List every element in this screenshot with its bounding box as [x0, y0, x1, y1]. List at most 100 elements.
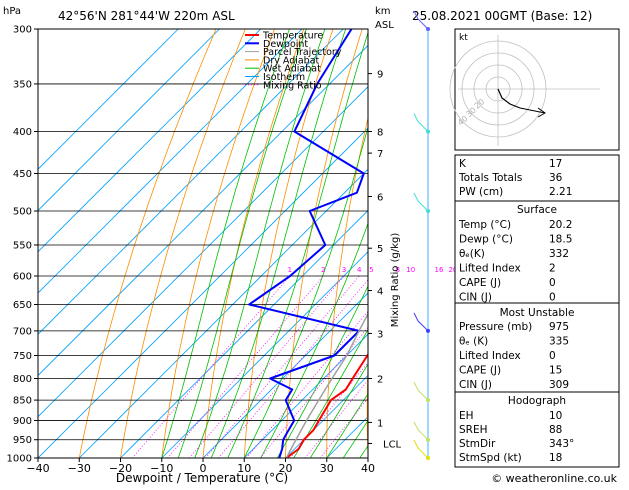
hodograph-stats-row-label: EH	[459, 410, 474, 422]
pressure-tick-label: 850	[13, 396, 32, 407]
temperature-tick-label: −40	[26, 462, 49, 475]
mixing-ratio-label: 1	[288, 266, 292, 274]
surface-row-value: 0	[549, 277, 556, 289]
mixing-ratio-axis-label: Mixing Ratio (g/kg)	[390, 233, 401, 328]
legend-label: Mixing Ratio	[263, 80, 322, 91]
index-row-value: 36	[549, 172, 563, 184]
surface-row-value: 18.5	[549, 234, 572, 246]
most-unstable-title: Most Unstable	[500, 307, 575, 319]
wet-adiabat-line	[228, 29, 370, 458]
pressure-tick-label: 800	[13, 374, 32, 385]
pressure-tick-label: 300	[13, 25, 32, 36]
isotherm-line	[0, 29, 261, 458]
most-unstable-row-value: 309	[549, 379, 569, 391]
wind-barb-icon	[414, 193, 428, 211]
hodograph-frame	[455, 29, 619, 150]
index-row-value: 2.21	[549, 186, 572, 198]
surface-row-value: 0	[549, 292, 556, 304]
wet-adiabat-line	[178, 29, 306, 458]
km-tick-label: 5	[377, 244, 383, 255]
mixing-ratio-label: 5	[369, 266, 373, 274]
most-unstable-row-value: 15	[549, 365, 562, 377]
mixing-ratio-label: 4	[357, 266, 362, 274]
hodograph-kt-label: kt	[459, 33, 468, 43]
surface-row-label: Temp (°C)	[458, 219, 511, 231]
x-axis-label: Dewpoint / Temperature (°C)	[116, 471, 288, 485]
isotherm-line	[0, 29, 302, 458]
mixing-ratio-label: 10	[406, 266, 415, 274]
datetime-label: 25.08.2021 00GMT (Base: 12)	[412, 9, 592, 23]
most-unstable-row-label: Lifted Index	[459, 350, 521, 362]
mixing-ratio-label: 16	[435, 266, 444, 274]
wind-barb-icon	[414, 422, 428, 440]
pressure-tick-label: 550	[13, 240, 32, 251]
index-row-label: K	[459, 158, 467, 170]
surface-row-label: θₑ(K)	[459, 248, 485, 260]
most-unstable-row-value: 0	[549, 350, 556, 362]
km-tick-label: 1	[377, 418, 383, 429]
dry-adiabat-line	[79, 29, 216, 458]
most-unstable-row-label: Pressure (mb)	[459, 321, 532, 333]
isotherm-line	[0, 29, 426, 458]
surface-row-label: Lifted Index	[459, 263, 521, 275]
index-row-label: Totals Totals	[458, 172, 522, 184]
pressure-tick-label: 650	[13, 300, 32, 311]
dry-adiabat-line	[619, 29, 629, 458]
pressure-tick-label: 350	[13, 79, 32, 90]
hodograph-stats-row-label: StmSpd (kt)	[459, 452, 522, 464]
hpa-label: hPa	[3, 6, 21, 17]
wind-barb-icon	[414, 114, 428, 132]
wet-adiabat-line	[277, 29, 463, 458]
index-row-label: PW (cm)	[459, 186, 503, 198]
km-tick-label: 2	[377, 374, 383, 385]
surface-row-label: CIN (J)	[459, 292, 492, 304]
hodograph-stats-row-label: SREH	[459, 424, 488, 436]
dry-adiabat-line	[162, 29, 275, 458]
isotherm-line	[38, 29, 467, 458]
temperature-tick-label: 40	[361, 462, 375, 475]
most-unstable-row-value: 975	[549, 321, 569, 333]
hodograph-stats-row-value: 10	[549, 410, 562, 422]
mixing-ratio-line	[218, 276, 371, 458]
wind-barb-icon	[414, 313, 428, 331]
temperature-tick-label: −30	[68, 462, 91, 475]
pressure-tick-label: 900	[13, 416, 32, 427]
km-tick-label: 9	[377, 70, 383, 81]
asl-label: ASL	[375, 20, 394, 31]
pressure-tick-label: 950	[13, 435, 32, 446]
hodograph-stats-row-value: 343°	[549, 438, 574, 450]
mixing-ratio-label: 3	[342, 266, 346, 274]
wind-barb-icon	[414, 440, 428, 458]
pressure-tick-label: 400	[13, 127, 32, 138]
temperature-tick-label: 30	[320, 462, 334, 475]
pressure-tick-label: 450	[13, 169, 32, 180]
surface-title: Surface	[517, 204, 557, 216]
most-unstable-row-label: CIN (J)	[459, 379, 492, 391]
most-unstable-row-value: 335	[549, 336, 569, 348]
pressure-tick-label: 700	[13, 326, 32, 337]
km-tick-label: 3	[377, 329, 383, 340]
pressure-axis: 3003504004505005506006507007508008509009…	[7, 25, 38, 465]
hodograph-stats-title: Hodograph	[508, 395, 566, 407]
wet-adiabat-line	[261, 29, 428, 458]
mixing-ratio-label: 2	[321, 266, 325, 274]
copyright-label: © weatheronline.co.uk	[491, 472, 617, 485]
lcl-label: LCL	[383, 439, 402, 450]
wind-barb-icon	[414, 382, 428, 400]
km-label: km	[375, 6, 391, 17]
km-tick-label: 8	[377, 128, 383, 139]
most-unstable-row-label: CAPE (J)	[459, 365, 501, 377]
most-unstable-row-label: θₑ (K)	[459, 336, 488, 348]
surface-row-label: CAPE (J)	[459, 277, 501, 289]
surface-row-value: 2	[549, 263, 556, 275]
pressure-tick-label: 750	[13, 351, 32, 362]
hodograph-stats-row-value: 88	[549, 424, 562, 436]
hodograph-stats-row-value: 18	[549, 452, 562, 464]
km-tick-label: 6	[377, 192, 383, 203]
surface-row-value: 20.2	[549, 219, 572, 231]
mixing-ratio-labels: 12345810162025	[288, 266, 472, 274]
